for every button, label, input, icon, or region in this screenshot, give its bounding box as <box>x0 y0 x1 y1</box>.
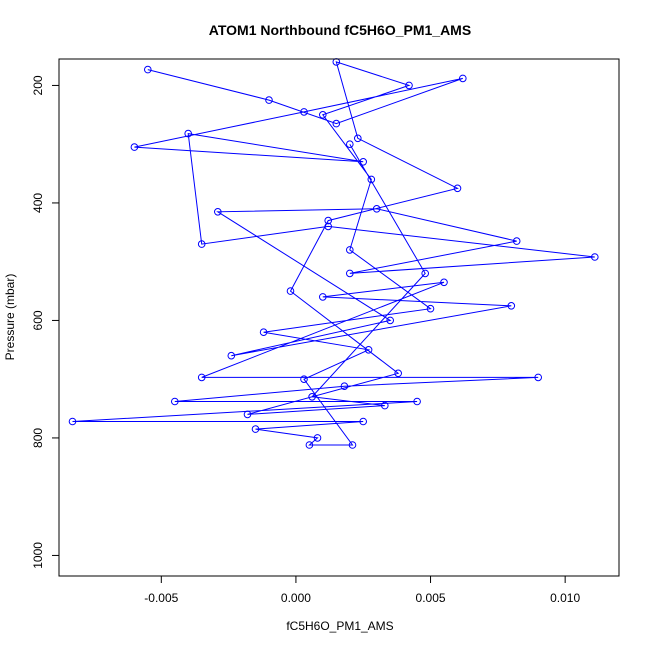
data-point <box>171 397 179 406</box>
data-point <box>591 253 599 261</box>
data-point <box>300 375 308 384</box>
data-point <box>372 205 381 213</box>
data-point <box>308 393 316 401</box>
data-point <box>243 410 252 419</box>
y-tick-label: 1000 <box>31 542 45 569</box>
data-point <box>367 175 376 184</box>
data-point <box>394 369 403 378</box>
data-point <box>346 140 354 148</box>
data-point <box>346 269 354 278</box>
data-point <box>348 441 357 449</box>
data-point <box>421 269 430 278</box>
data-point <box>346 246 354 254</box>
data-point <box>197 240 206 248</box>
data-point <box>459 74 467 83</box>
series-line <box>72 61 595 446</box>
data-point <box>184 129 192 138</box>
data-point <box>413 397 421 406</box>
plot-frame <box>58 58 620 577</box>
data-point <box>319 111 327 119</box>
data-point <box>300 108 308 116</box>
data-point <box>405 81 413 90</box>
x-axis: -0.005 0.000 0.005 0.010 <box>144 576 580 605</box>
y-axis-label: Pressure (mbar) <box>3 274 17 361</box>
data-point <box>313 434 322 442</box>
data-point <box>324 222 333 231</box>
x-tick-label: 0.000 <box>281 591 311 605</box>
y-tick-label: 600 <box>31 310 45 330</box>
data-point <box>386 316 395 325</box>
data-point <box>453 184 462 193</box>
x-tick-label: 0.010 <box>550 591 580 605</box>
data-point <box>68 417 77 426</box>
x-tick-label: 0.005 <box>416 591 446 605</box>
data-point <box>265 96 273 104</box>
data-point <box>227 351 236 360</box>
data-point <box>259 328 268 337</box>
data-point <box>319 293 327 301</box>
data-point <box>359 158 368 166</box>
data-point <box>512 237 521 245</box>
data-point <box>251 425 260 433</box>
data-point <box>426 304 435 313</box>
data-point <box>286 287 295 295</box>
data-point <box>507 302 516 310</box>
y-axis: 200 400 600 800 1000 <box>31 75 59 569</box>
data-point <box>354 134 362 143</box>
x-tick-label: -0.005 <box>144 591 178 605</box>
data-point <box>305 441 314 449</box>
data-point <box>332 119 341 128</box>
data-point <box>324 216 333 225</box>
y-tick-label: 800 <box>31 428 45 448</box>
data-point <box>381 401 389 410</box>
data-point <box>340 382 349 391</box>
data-point <box>197 373 206 382</box>
data-point <box>440 278 448 287</box>
y-tick-label: 400 <box>31 193 45 213</box>
data-point <box>359 417 368 426</box>
x-axis-label: fC5H6O_PM1_AMS <box>286 619 393 633</box>
chart-title: ATOM1 Northbound fC5H6O_PM1_AMS <box>209 22 471 38</box>
data-point <box>144 65 152 74</box>
plot-data-layer <box>68 58 599 449</box>
data-point <box>364 346 373 354</box>
data-point <box>130 143 139 151</box>
data-point <box>534 373 543 382</box>
data-point <box>214 208 222 216</box>
y-tick-label: 200 <box>31 75 45 95</box>
